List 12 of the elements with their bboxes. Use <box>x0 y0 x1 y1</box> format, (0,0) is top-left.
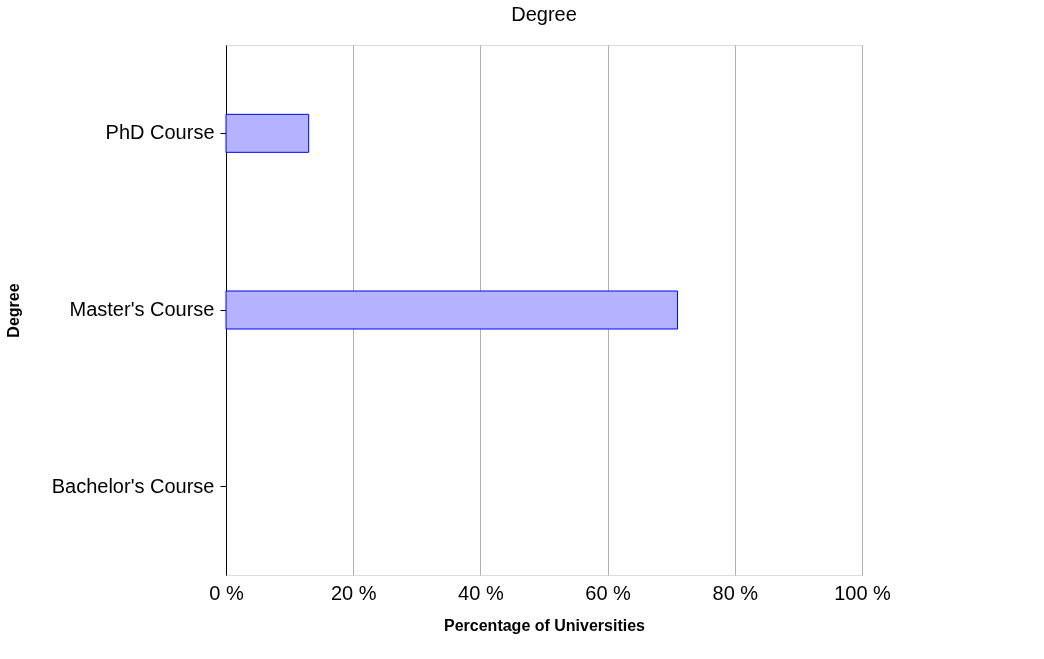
y-tick-label: Bachelor's Course <box>51 474 215 497</box>
y-tick-label: Master's Course <box>69 298 215 320</box>
x-tick-label: 100 % <box>834 581 892 604</box>
y-tick-label: PhD Course <box>105 121 215 144</box>
x-tick-label: 80 % <box>712 581 759 604</box>
x-tick-label: 40 % <box>458 581 504 604</box>
y-axis-title: Degree <box>4 283 22 338</box>
x-tick-label: 0 % <box>209 581 244 604</box>
x-tick-label: 20 % <box>330 581 377 604</box>
x-axis-title: Percentage of Universities <box>444 616 646 634</box>
chart-title: Degree <box>511 3 577 25</box>
x-tick-label: 60 % <box>585 581 632 604</box>
